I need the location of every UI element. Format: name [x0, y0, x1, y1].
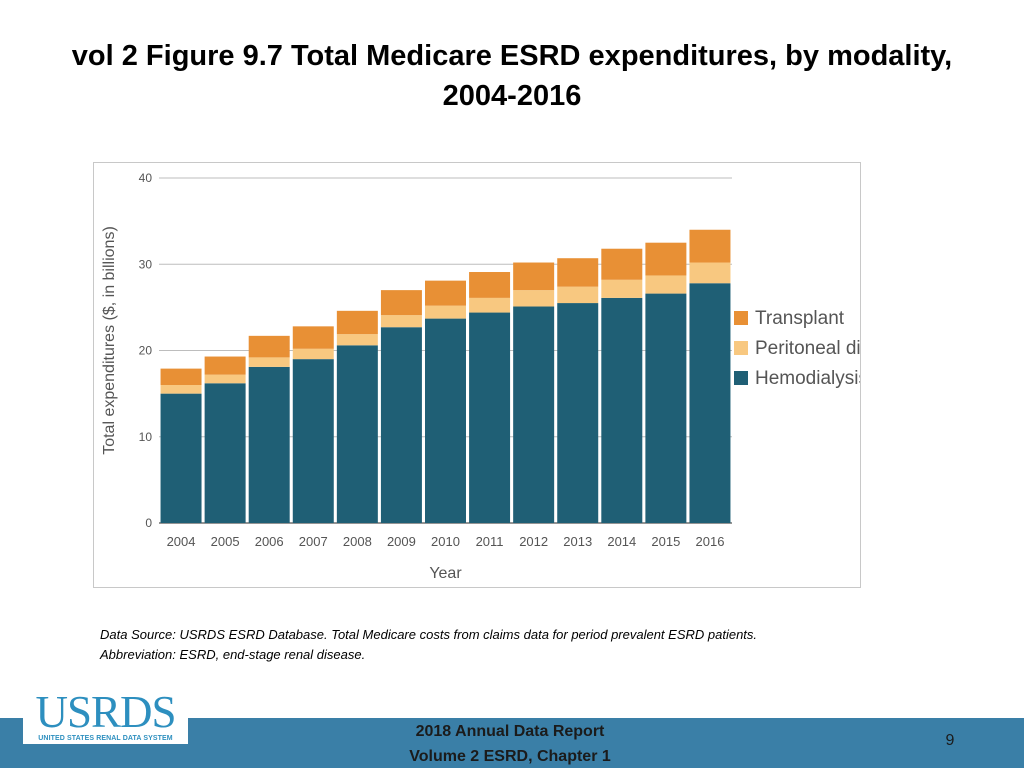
y-tick-label: 10 [139, 430, 153, 444]
footer-line-report: 2018 Annual Data Report [415, 723, 605, 740]
x-tick-label: 2016 [696, 534, 725, 549]
x-tick-label: 2009 [387, 534, 416, 549]
bar-peritoneal-dialysis-2014 [601, 279, 643, 298]
bar-hemodialysis-2010 [425, 318, 466, 523]
bar-hemodialysis-2007 [292, 359, 334, 523]
bar-hemodialysis-2013 [557, 303, 599, 523]
bar-transplant-2006 [248, 335, 290, 358]
y-tick-label: 20 [139, 344, 153, 358]
bar-transplant-2009 [380, 290, 422, 316]
bar-transplant-2008 [336, 310, 378, 335]
chart-frame: 0 10 20 30 40 2004 2005 2006 2007 2008 2009 2010 201… [93, 162, 861, 588]
bar-hemodialysis-2008 [336, 345, 378, 523]
x-tick-label: 2013 [563, 534, 592, 549]
x-tick-label: 2012 [519, 534, 548, 549]
legend-swatch-peritoneal-dialysis [734, 341, 748, 355]
bar-transplant-2007 [292, 326, 334, 349]
x-tick-label: 2007 [299, 534, 328, 549]
footer-report-label: 2018 Annual Data Report Volume 2 ESRD, C… [340, 719, 680, 769]
bar-peritoneal-dialysis-2006 [248, 357, 290, 367]
legend-label-hemodialysis: Hemodialysis [755, 368, 860, 389]
bar-peritoneal-dialysis-2015 [645, 275, 687, 294]
bar-peritoneal-dialysis-2004 [160, 385, 202, 394]
x-tick-label: 2014 [607, 534, 636, 549]
bar-transplant-2005 [204, 356, 246, 375]
usrds-logo: USRDS UNITED STATES RENAL DATA SYSTEM [23, 690, 188, 744]
bar-peritoneal-dialysis-2010 [425, 305, 466, 319]
bar-transplant-2012 [513, 262, 555, 291]
logo-wordmark: USRDS [35, 687, 176, 737]
bar-hemodialysis-2011 [469, 312, 511, 523]
data-source-line: Data Source: USRDS ESRD Database. Total … [100, 627, 758, 642]
bar-peritoneal-dialysis-2016 [689, 262, 731, 284]
bar-transplant-2011 [469, 272, 511, 298]
bar-peritoneal-dialysis-2005 [204, 374, 246, 384]
bar-peritoneal-dialysis-2011 [469, 297, 511, 313]
page-number: 9 [945, 732, 955, 749]
y-tick-label: 40 [139, 171, 153, 185]
bar-transplant-2013 [557, 258, 599, 287]
x-tick-label: 2015 [651, 534, 680, 549]
y-axis-title: Total expenditures ($, in billions) [101, 226, 118, 455]
legend-label-transplant: Transplant [755, 308, 845, 329]
bar-hemodialysis-2014 [601, 297, 643, 523]
slide-title: vol 2 Figure 9.7 Total Medicare ESRD exp… [71, 40, 953, 112]
y-tick-label: 0 [145, 516, 152, 530]
data-source-note: Data Source: USRDS ESRD Database. Total … [100, 625, 980, 665]
bar-peritoneal-dialysis-2007 [292, 348, 334, 360]
footer-line-volume: Volume 2 ESRD, Chapter 1 [409, 748, 611, 765]
x-tick-label: 2008 [343, 534, 372, 549]
bar-hemodialysis-2009 [380, 327, 422, 523]
x-tick-label: 2011 [476, 534, 504, 549]
x-tick-label: 2006 [255, 534, 284, 549]
stacked-bar-chart: 0 10 20 30 40 2004 2005 2006 2007 2008 2009 2010 201… [101, 171, 860, 582]
bar-transplant-2015 [645, 242, 687, 276]
logo-subtitle: UNITED STATES RENAL DATA SYSTEM [38, 735, 173, 742]
bar-peritoneal-dialysis-2013 [557, 286, 599, 304]
legend-swatch-hemodialysis [734, 371, 748, 385]
bar-peritoneal-dialysis-2012 [513, 290, 555, 307]
x-tick-label: 2005 [211, 534, 240, 549]
x-axis-title: Year [429, 565, 462, 582]
bar-peritoneal-dialysis-2008 [336, 334, 378, 346]
bar-hemodialysis-2004 [160, 393, 202, 523]
x-tick-label: 2010 [431, 534, 460, 549]
abbreviation-line: Abbreviation: ESRD, end-stage renal dise… [100, 647, 366, 662]
bar-hemodialysis-2015 [645, 293, 687, 523]
bar-peritoneal-dialysis-2009 [380, 315, 422, 328]
bar-hemodialysis-2005 [204, 383, 246, 523]
bar-hemodialysis-2012 [513, 306, 555, 523]
bar-hemodialysis-2016 [689, 283, 731, 523]
bar-transplant-2014 [601, 248, 643, 280]
bar-transplant-2010 [425, 280, 466, 306]
bar-transplant-2004 [160, 368, 202, 385]
legend-label-peritoneal-dialysis: Peritoneal dialysis [755, 338, 860, 359]
x-tick-label: 2004 [167, 534, 196, 549]
y-tick-label: 30 [139, 257, 153, 271]
bar-transplant-2016 [689, 229, 731, 263]
legend-swatch-transplant [734, 311, 748, 325]
bar-hemodialysis-2006 [248, 366, 290, 523]
